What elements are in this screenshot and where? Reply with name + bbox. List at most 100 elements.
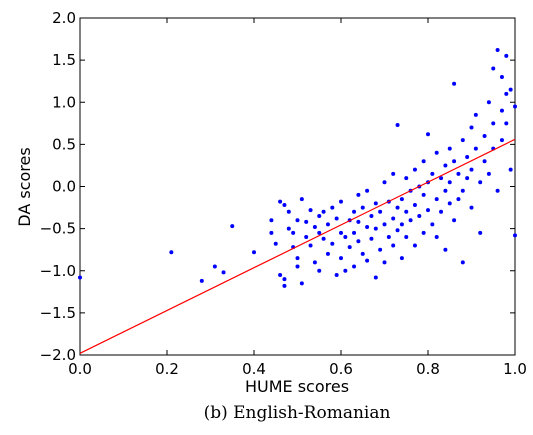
data-point bbox=[282, 277, 287, 282]
data-point bbox=[434, 235, 439, 240]
data-point bbox=[430, 222, 435, 227]
data-point bbox=[399, 197, 404, 202]
data-point bbox=[291, 230, 296, 235]
data-point bbox=[352, 209, 357, 214]
data-point bbox=[391, 216, 396, 221]
data-point bbox=[469, 167, 474, 172]
data-point bbox=[278, 199, 283, 204]
data-point bbox=[365, 188, 370, 193]
data-point bbox=[373, 275, 378, 280]
data-point bbox=[360, 205, 365, 210]
data-point bbox=[434, 150, 439, 155]
data-point bbox=[404, 235, 409, 240]
x-tick-label: 1.0 bbox=[503, 360, 527, 378]
data-point bbox=[486, 171, 491, 176]
data-point bbox=[369, 213, 374, 218]
y-tick-label: −1.5 bbox=[40, 304, 76, 322]
y-axis-label: DA scores bbox=[15, 147, 34, 226]
data-point bbox=[295, 264, 300, 269]
data-point bbox=[447, 180, 452, 185]
data-point bbox=[325, 222, 330, 227]
data-point bbox=[282, 283, 287, 288]
data-point bbox=[356, 192, 361, 197]
data-point bbox=[334, 272, 339, 277]
data-point bbox=[439, 176, 444, 181]
data-point bbox=[382, 180, 387, 185]
data-point bbox=[169, 250, 174, 255]
data-point bbox=[408, 218, 413, 223]
data-point bbox=[339, 256, 343, 261]
data-point bbox=[199, 278, 204, 283]
data-point bbox=[504, 91, 509, 96]
data-point bbox=[412, 203, 417, 208]
data-point bbox=[317, 268, 322, 273]
data-point bbox=[495, 188, 500, 193]
data-point bbox=[447, 146, 452, 151]
y-tick-label: 0.5 bbox=[52, 135, 76, 153]
data-point bbox=[452, 159, 457, 164]
y-tick-label: 1.5 bbox=[52, 51, 76, 69]
data-point bbox=[382, 260, 387, 265]
data-point bbox=[513, 104, 517, 109]
data-point bbox=[404, 209, 409, 214]
data-point bbox=[212, 264, 217, 269]
x-axis-label: HUME scores bbox=[245, 377, 349, 396]
y-tick-label: 2.0 bbox=[52, 9, 76, 27]
data-point bbox=[504, 53, 509, 58]
data-point bbox=[356, 219, 361, 224]
y-tick-label: 1.0 bbox=[52, 93, 76, 111]
data-point bbox=[447, 201, 452, 206]
data-point bbox=[221, 270, 226, 275]
data-point bbox=[499, 138, 504, 143]
data-point bbox=[352, 264, 357, 269]
data-point bbox=[460, 260, 465, 265]
data-point bbox=[295, 256, 300, 261]
data-point bbox=[365, 224, 370, 229]
fit-line-group bbox=[79, 138, 516, 354]
data-point bbox=[352, 230, 357, 235]
data-point bbox=[334, 216, 339, 221]
data-point bbox=[404, 176, 409, 181]
data-point bbox=[465, 155, 470, 160]
data-point bbox=[421, 159, 426, 164]
data-point bbox=[465, 176, 470, 181]
data-point bbox=[295, 218, 300, 223]
data-point bbox=[273, 241, 278, 246]
data-point bbox=[421, 192, 426, 197]
data-point bbox=[330, 241, 335, 246]
data-point bbox=[399, 222, 404, 227]
data-point bbox=[460, 138, 465, 143]
plot-area bbox=[79, 17, 516, 356]
x-tick-label: 0.0 bbox=[68, 360, 92, 378]
x-tick-label: 0.8 bbox=[416, 360, 440, 378]
x-tick-label: 0.6 bbox=[329, 360, 353, 378]
data-point bbox=[317, 230, 322, 235]
data-point bbox=[412, 167, 417, 172]
data-point bbox=[443, 163, 448, 168]
data-point bbox=[473, 112, 478, 117]
data-point bbox=[321, 209, 326, 214]
data-point bbox=[391, 243, 396, 248]
data-point bbox=[321, 236, 326, 241]
data-point bbox=[491, 121, 496, 126]
data-point bbox=[426, 132, 430, 137]
figure-caption: (b) English-Romanian bbox=[204, 403, 391, 423]
data-point bbox=[286, 226, 291, 231]
data-point bbox=[452, 218, 457, 223]
data-point bbox=[308, 208, 313, 213]
data-point bbox=[478, 230, 483, 235]
data-point bbox=[312, 260, 317, 265]
data-point bbox=[495, 48, 500, 53]
y-tick-label: −1.0 bbox=[40, 262, 76, 280]
data-point bbox=[308, 243, 313, 248]
data-point bbox=[478, 180, 483, 185]
data-point bbox=[286, 209, 291, 214]
data-point bbox=[417, 213, 422, 218]
x-tick-label: 0.2 bbox=[155, 360, 179, 378]
data-point bbox=[439, 209, 444, 214]
data-point bbox=[343, 235, 348, 240]
y-tick-label: −0.5 bbox=[40, 220, 76, 238]
data-point bbox=[443, 188, 448, 193]
data-point bbox=[378, 247, 383, 252]
